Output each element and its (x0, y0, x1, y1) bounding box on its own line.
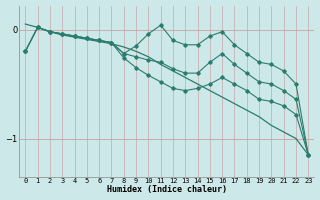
X-axis label: Humidex (Indice chaleur): Humidex (Indice chaleur) (107, 185, 227, 194)
